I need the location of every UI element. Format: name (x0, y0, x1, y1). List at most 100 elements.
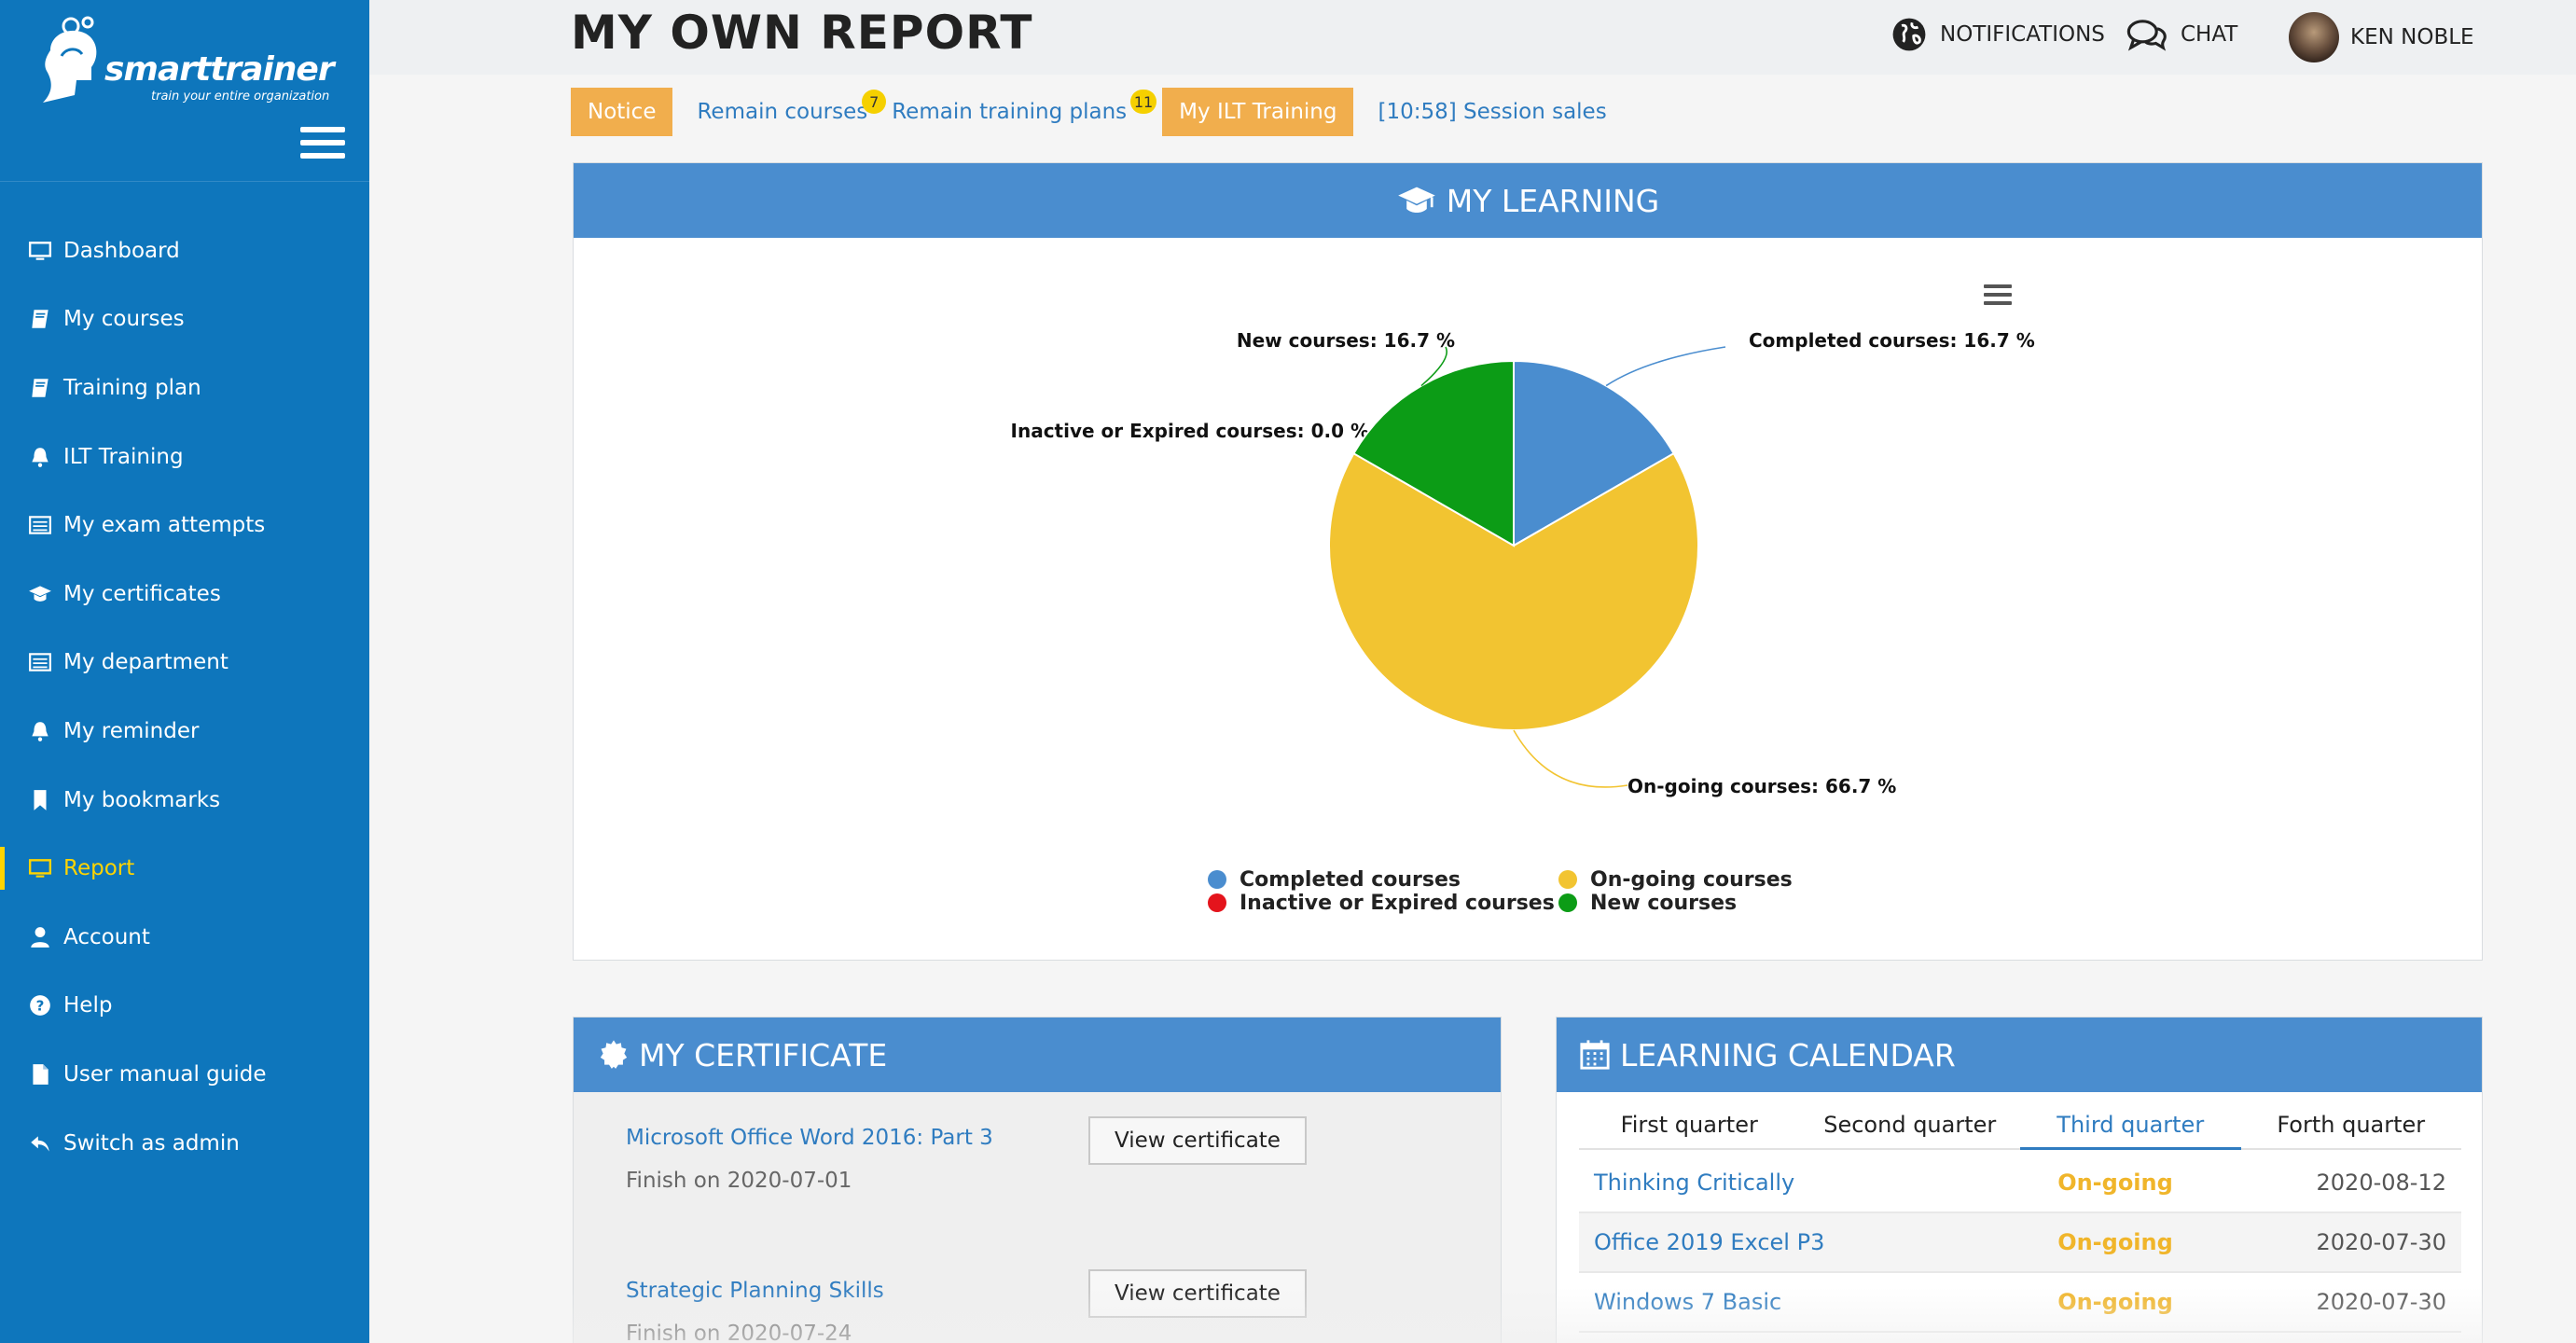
status-badge: On-going (2057, 1289, 2173, 1315)
tab-third-quarter[interactable]: Third quarter (2020, 1101, 2241, 1150)
bell-icon (26, 445, 54, 469)
sidebar-item-ilt-training[interactable]: ILT Training (0, 422, 369, 492)
sidebar-item-label: My reminder (63, 718, 200, 743)
legend-item-on-going-courses[interactable]: On-going courses (1558, 868, 1793, 892)
legend-item-inactive-or-expired-courses[interactable]: Inactive or Expired courses (1208, 892, 1555, 915)
user-menu[interactable]: KEN NOBLE (2289, 12, 2474, 62)
sidebar-item-my-certificates[interactable]: My certificates (0, 560, 369, 629)
calendar-course-link[interactable]: Windows 7 Basic (1594, 1289, 1782, 1315)
my-certificate-header: MY CERTIFICATE (574, 1018, 1501, 1092)
sidebar-item-label: Help (63, 993, 113, 1018)
certificate-item: Microsoft Office Word 2016: Part 3 Finis… (626, 1126, 993, 1193)
list-icon (26, 513, 54, 537)
calendar-course-link[interactable]: Thinking Critically (1594, 1170, 1795, 1196)
certificate-badge-icon (600, 1040, 628, 1069)
sidebar-item-help[interactable]: ? Help (0, 972, 369, 1041)
my-learning-panel: MY LEARNING Completed courses: 16.7 % On-… (573, 162, 2483, 961)
my-learning-title: MY LEARNING (1446, 182, 1660, 219)
sidebar-item-report[interactable]: Report (0, 834, 369, 903)
chat-icon (2126, 20, 2167, 51)
sidebar-item-my-courses[interactable]: My courses (0, 285, 369, 354)
sidebar-divider (0, 181, 369, 182)
pie-slice-on-going-courses[interactable] (1328, 451, 1699, 731)
tab-forth-quarter[interactable]: Forth quarter (2277, 1112, 2426, 1138)
tab-remain-courses[interactable]: Remain courses 7 (687, 88, 887, 136)
avatar (2289, 12, 2339, 62)
tab-remain-courses-label: Remain courses (697, 100, 868, 124)
chart-menu-button[interactable] (1984, 284, 2012, 307)
legend-label: On-going courses (1590, 868, 1793, 892)
sidebar-nav: Dashboard My courses Training plan ILT T… (0, 216, 369, 1177)
tab-session-sales[interactable]: [10:58] Session sales (1378, 100, 1607, 124)
view-certificate-button[interactable]: View certificate (1088, 1116, 1307, 1165)
book-icon (26, 307, 54, 331)
calendar-course-link[interactable]: Office 2019 Excel P3 (1594, 1229, 1825, 1255)
sidebar-item-label: My bookmarks (63, 787, 221, 812)
sidebar-item-label: Switch as admin (63, 1130, 240, 1156)
legend-label: Completed courses (1240, 868, 1461, 892)
learning-pie-chart: Completed courses: 16.7 % On-going course… (1011, 329, 2035, 915)
certificate-course-link[interactable]: Strategic Planning Skills (626, 1279, 884, 1303)
tab-notice[interactable]: Notice (571, 88, 673, 136)
sidebar-item-dashboard[interactable]: Dashboard (0, 216, 369, 285)
pie-data-label-on-going-courses: On-going courses: 66.7 % (1627, 775, 1896, 797)
pie-connector-completed-courses (1605, 346, 1726, 387)
notifications-button[interactable]: NOTIFICATIONS (1891, 17, 2105, 52)
legend-item-completed-courses[interactable]: Completed courses (1208, 868, 1461, 892)
sidebar-item-label: Training plan (63, 375, 201, 400)
brand-head-icon (43, 16, 97, 103)
sidebar: smarttrainer train your entire organizat… (0, 0, 369, 1343)
my-learning-header: MY LEARNING (574, 163, 2482, 238)
calendar-date: 2020-08-12 (2316, 1170, 2446, 1196)
sidebar-item-my-bookmarks[interactable]: My bookmarks (0, 766, 369, 835)
learning-calendar-panel: LEARNING CALENDAR First quarter Second q… (1556, 1017, 2483, 1343)
quick-tabs: Notice Remain courses 7 Remain training … (571, 88, 1616, 136)
graduation-cap-icon (26, 582, 54, 606)
my-certificate-panel: MY CERTIFICATE Microsoft Office Word 201… (573, 1017, 1502, 1343)
question-circle-icon: ? (26, 993, 54, 1018)
user-icon (26, 925, 54, 949)
book-icon (26, 376, 54, 400)
sidebar-item-switch-as-admin[interactable]: Switch as admin (0, 1109, 369, 1178)
sidebar-item-training-plan[interactable]: Training plan (0, 353, 369, 422)
status-badge: On-going (2057, 1229, 2173, 1255)
chat-button[interactable]: CHAT (2126, 17, 2237, 52)
bell-icon (26, 719, 54, 743)
calendar-icon (1580, 1040, 1610, 1070)
sidebar-item-label: Dashboard (63, 238, 180, 263)
sidebar-item-label: My courses (63, 307, 185, 332)
legend-item-new-courses[interactable]: New courses (1558, 892, 1737, 915)
certificate-course-link[interactable]: Microsoft Office Word 2016: Part 3 (626, 1126, 993, 1150)
table-row: Thinking Critically On-going 2020-08-12 (1579, 1154, 2461, 1213)
view-certificate-button[interactable]: View certificate (1088, 1269, 1307, 1318)
list-icon (26, 650, 54, 674)
table-row: Office 2019 Excel P3 On-going 2020-07-30 (1579, 1213, 2461, 1273)
page-title: MY OWN REPORT (571, 6, 1033, 60)
sidebar-item-my-exam-attempts[interactable]: My exam attempts (0, 491, 369, 560)
sidebar-item-my-reminder[interactable]: My reminder (0, 697, 369, 766)
brand-tagline: train your entire organization (151, 90, 330, 104)
top-header: MY OWN REPORT NOTIFICATIONS CHAT KEN NOB… (369, 0, 2576, 75)
tab-my-ilt-training[interactable]: My ILT Training (1162, 88, 1354, 136)
my-certificate-title: MY CERTIFICATE (639, 1036, 888, 1073)
monitor-icon (26, 239, 54, 263)
sidebar-item-label: ILT Training (63, 444, 184, 469)
calendar-date: 2020-07-30 (2316, 1289, 2446, 1315)
table-row: Windows 7 Basic On-going 2020-07-30 (1579, 1273, 2461, 1333)
pie-data-label-completed-courses: Completed courses: 16.7 % (1749, 329, 2035, 352)
monitor-icon (26, 856, 54, 880)
tab-first-quarter[interactable]: First quarter (1620, 1112, 1758, 1138)
globe-icon (1892, 18, 1926, 51)
tab-second-quarter[interactable]: Second quarter (1823, 1112, 1997, 1138)
brand-logo[interactable]: smarttrainer train your entire organizat… (34, 13, 341, 116)
graduation-cap-icon (1397, 187, 1435, 214)
sidebar-item-account[interactable]: Account (0, 903, 369, 972)
certificate-item: Strategic Planning Skills Finish on 2020… (626, 1279, 884, 1343)
pie-data-label-inactive-or-expired-courses: Inactive or Expired courses: 0.0 % (1011, 420, 1369, 442)
sidebar-item-user-manual-guide[interactable]: User manual guide (0, 1040, 369, 1109)
sidebar-item-my-department[interactable]: My department (0, 629, 369, 698)
tab-remain-training-plans[interactable]: Remain training plans 11 (882, 88, 1157, 136)
user-name: KEN NOBLE (2350, 25, 2474, 49)
svg-text:?: ? (36, 998, 45, 1015)
menu-toggle-button[interactable] (300, 127, 345, 164)
